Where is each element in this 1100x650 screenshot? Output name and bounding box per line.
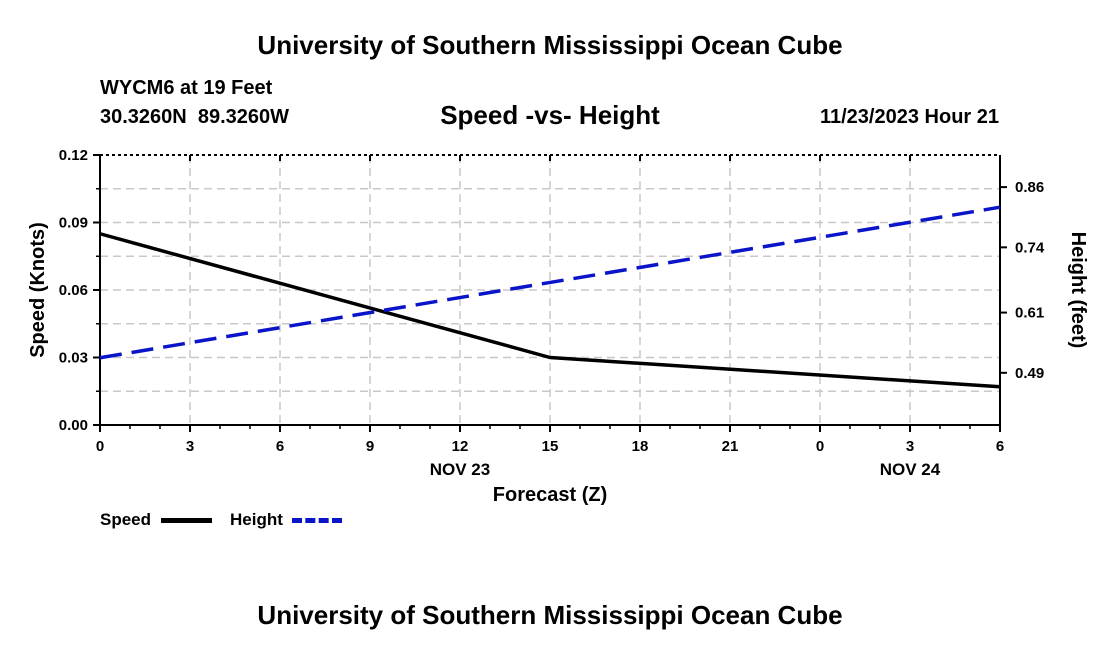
y-tick-label: 0.09: [59, 215, 88, 232]
x-tick-label: 3: [906, 438, 914, 455]
coordinates-label: 30.3260N 89.3260W: [100, 106, 290, 128]
x-date-label: NOV 23: [430, 460, 490, 479]
speed-series-line: [99, 232, 1001, 389]
y2-axis-title: Height (feet): [1067, 232, 1089, 349]
station-label: WYCM6 at 19 Feet: [100, 77, 273, 99]
x-tick-label: 3: [186, 438, 194, 455]
x-tick-label: 18: [632, 438, 649, 455]
legend-speed-label: Speed: [100, 510, 152, 529]
legend-speed-swatch: [161, 518, 212, 523]
y-axis-title: Speed (Knots): [27, 222, 49, 358]
x-tick-label: 9: [366, 438, 374, 455]
x-tick-label: 21: [722, 438, 739, 455]
page-title-top: University of Southern Mississippi Ocean…: [257, 30, 843, 60]
y2-tick-label: 0.61: [1015, 305, 1044, 322]
height-series-line: [99, 205, 1001, 360]
x-tick-label: 12: [452, 438, 469, 455]
x-date-label: NOV 24: [880, 460, 941, 479]
x-tick-label: 0: [96, 438, 104, 455]
y-tick-label: 0.00: [59, 417, 88, 434]
speed-height-chart: 0 3 6 9 12 15 18 21 0 3 6 NOV 23 NOV 24 Forecast (Z) 0…: [27, 147, 1089, 506]
page-title-bottom: University of Southern Mississippi Ocean…: [257, 600, 843, 630]
y-tick-label: 0.12: [59, 147, 88, 164]
legend-height-swatch: [292, 518, 342, 523]
x-tick-label: 6: [276, 438, 284, 455]
y-tick-label: 0.06: [59, 282, 88, 299]
x-axis-title: Forecast (Z): [493, 484, 607, 506]
chart-subtitle: Speed -vs- Height: [440, 100, 660, 130]
y2-tick-label: 0.49: [1015, 365, 1044, 382]
x-tick-label: 15: [542, 438, 559, 455]
y2-tick-label: 0.74: [1015, 239, 1045, 256]
legend-height-label: Height: [230, 510, 283, 529]
datetime-label: 11/23/2023 Hour 21: [819, 106, 999, 128]
x-tick-label: 6: [996, 438, 1004, 455]
y2-tick-label: 0.86: [1015, 179, 1044, 196]
x-tick-label: 0: [816, 438, 824, 455]
y-tick-label: 0.03: [59, 350, 88, 367]
